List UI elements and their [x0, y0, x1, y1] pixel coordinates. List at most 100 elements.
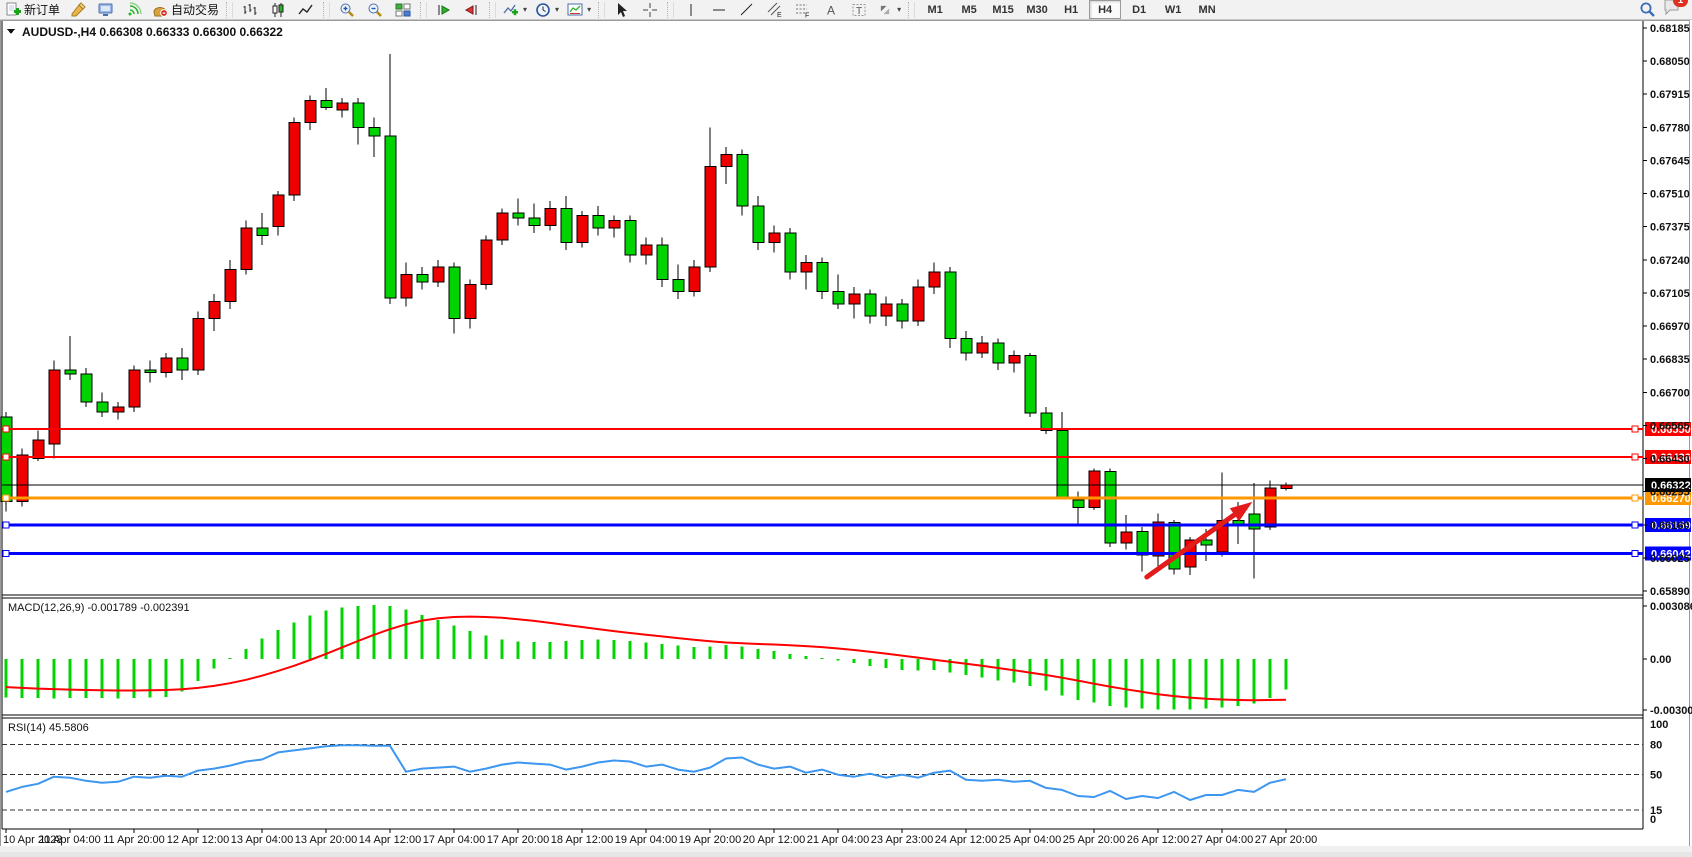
time-tick-label: 19 Apr 20:00	[679, 834, 741, 846]
macd-histogram-bar	[629, 641, 632, 659]
vertical-line-tool-button[interactable]	[678, 0, 704, 20]
timeframe-m1-button[interactable]: M1	[919, 0, 951, 19]
candle-bearish	[833, 292, 844, 304]
bar-chart-mode-button[interactable]	[237, 0, 263, 20]
cursor-tool-button[interactable]	[609, 0, 635, 20]
macd-histogram-bar	[773, 651, 776, 659]
candle-bullish	[17, 455, 28, 502]
macd-histogram-bar	[1109, 659, 1112, 706]
macd-histogram-bar	[69, 659, 72, 698]
signals-button[interactable]	[121, 0, 147, 20]
zoom-out-button[interactable]	[362, 0, 388, 20]
macd-label: MACD(12,26,9) -0.001789 -0.002391	[8, 602, 190, 614]
price-chart-canvas[interactable]: 0.665500.664360.662700.661590.660420.663…	[0, 20, 1692, 852]
candle-bearish	[529, 218, 540, 225]
text-tool-button[interactable]: A	[818, 0, 844, 20]
macd-histogram-bar	[1189, 659, 1192, 709]
crosshair-tool-button[interactable]	[637, 0, 663, 20]
terminal-button[interactable]	[93, 0, 119, 20]
new-order-button[interactable]: 新订单	[2, 0, 63, 20]
candle-bullish	[209, 302, 220, 319]
tile-windows-button[interactable]	[390, 0, 416, 20]
chart-shift-button[interactable]	[459, 0, 485, 20]
macd-histogram-bar	[677, 646, 680, 659]
arrows-tool-button[interactable]: ▾	[874, 0, 904, 20]
timeframe-w1-button[interactable]: W1	[1157, 0, 1189, 19]
candle-bearish	[1041, 413, 1052, 430]
candle-bullish	[161, 358, 172, 373]
main-toolbar: 新订单 自动交易 ▾ ▾	[0, 0, 1692, 20]
channel-tool-button[interactable]: E	[762, 0, 788, 20]
timeframe-h1-button[interactable]: H1	[1055, 0, 1087, 19]
candle-bullish	[497, 213, 508, 240]
macd-histogram-bar	[885, 659, 888, 668]
line-anchor-handle	[1632, 551, 1638, 557]
candle-bearish	[657, 245, 668, 279]
line-anchor-handle	[1632, 495, 1638, 501]
price-tick-label: 0.67105	[1650, 288, 1690, 300]
macd-histogram-bar	[181, 659, 184, 691]
time-tick-label: 25 Apr 04:00	[999, 834, 1061, 846]
notifications-button[interactable]: 1	[1662, 0, 1682, 21]
text-label-tool-button[interactable]: T	[846, 0, 872, 20]
candle-bullish	[1089, 471, 1100, 508]
dropdown-arrow-icon: ▾	[897, 5, 901, 14]
templates-button[interactable]: ▾	[564, 0, 594, 20]
candle-bearish	[961, 338, 972, 353]
candle-bullish	[465, 284, 476, 318]
candle-bearish	[897, 304, 908, 321]
svg-text:F: F	[805, 12, 809, 18]
signal-icon	[126, 2, 142, 18]
timeframe-h4-button[interactable]: H4	[1089, 0, 1121, 19]
styler-button[interactable]	[65, 0, 91, 20]
macd-histogram-bar	[101, 659, 104, 698]
price-tick-label: 0.66700	[1650, 387, 1690, 399]
candle-bullish	[689, 267, 700, 292]
timeframe-d1-button[interactable]: D1	[1123, 0, 1155, 19]
candle-bullish	[849, 294, 860, 304]
indicators-button[interactable]: ▾	[500, 0, 530, 20]
line-chart-mode-button[interactable]	[293, 0, 319, 20]
macd-histogram-bar	[293, 622, 296, 659]
timeframe-m15-button[interactable]: M15	[987, 0, 1019, 19]
candle-bullish	[1281, 485, 1292, 488]
timeframe-m5-button[interactable]: M5	[953, 0, 985, 19]
timeframe-mn-button[interactable]: MN	[1191, 0, 1223, 19]
candle-bullish	[641, 245, 652, 255]
tile-windows-icon	[395, 2, 411, 18]
price-tick-label: 0.66430	[1650, 454, 1690, 466]
template-icon	[567, 2, 583, 18]
price-tick-label: 0.66160	[1650, 520, 1690, 532]
candle-bearish	[1073, 500, 1084, 507]
svg-text:T: T	[856, 6, 862, 17]
auto-scroll-button[interactable]	[431, 0, 457, 20]
horizontal-line-tool-button[interactable]	[706, 0, 732, 20]
line-anchor-handle	[1632, 454, 1638, 460]
candle-bullish	[193, 319, 204, 371]
candle-bullish	[1121, 532, 1132, 543]
line-anchor-handle	[3, 495, 9, 501]
timeframe-m30-button[interactable]: M30	[1021, 0, 1053, 19]
zoom-in-button[interactable]	[334, 0, 360, 20]
rsi-axis-label: 100	[1650, 719, 1668, 731]
time-tick-label: 21 Apr 04:00	[807, 834, 869, 846]
time-tick-label: 13 Apr 04:00	[231, 834, 293, 846]
macd-histogram-bar	[453, 625, 456, 659]
candle-bearish	[97, 402, 108, 412]
macd-histogram-bar	[437, 620, 440, 659]
trendline-tool-button[interactable]	[734, 0, 760, 20]
candlestick-mode-button[interactable]	[265, 0, 291, 20]
macd-histogram-bar	[581, 640, 584, 659]
arrows-shapes-icon	[877, 2, 893, 18]
time-tick-label: 18 Apr 12:00	[551, 834, 613, 846]
price-tick-label: 0.66970	[1650, 321, 1690, 333]
time-tick-label: 13 Apr 20:00	[295, 834, 357, 846]
dropdown-arrow-icon: ▾	[523, 5, 527, 14]
candle-bearish	[1105, 472, 1116, 544]
fibonacci-tool-button[interactable]: F	[790, 0, 816, 20]
periods-button[interactable]: ▾	[532, 0, 562, 20]
search-button[interactable]	[1634, 0, 1660, 20]
auto-trading-button[interactable]: 自动交易	[149, 0, 222, 20]
macd-histogram-bar	[277, 630, 280, 659]
macd-histogram-bar	[149, 659, 152, 697]
